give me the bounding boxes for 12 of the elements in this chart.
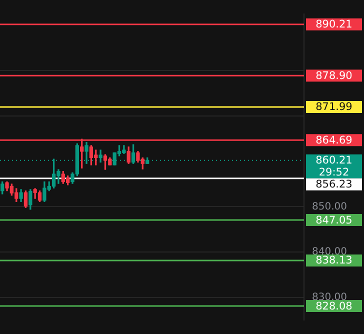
ref-line-label: 828.08: [316, 300, 352, 312]
ref-line-label: 856.23: [316, 178, 352, 191]
y-tick-label: 850.00: [312, 201, 347, 212]
ref-line-label: 864.69: [316, 134, 352, 146]
ref-line-label: 860.21: [316, 154, 352, 167]
ref-line-label: 838.13: [316, 254, 352, 267]
text: 29:52: [318, 166, 350, 179]
ref-line-label: 878.90: [316, 70, 352, 82]
ref-line-label: 890.21: [316, 18, 352, 31]
ref-line-label: 847.05: [316, 214, 352, 226]
ref-line-label: 871.99: [316, 101, 352, 114]
y-tick-label: 830.00: [312, 292, 347, 303]
